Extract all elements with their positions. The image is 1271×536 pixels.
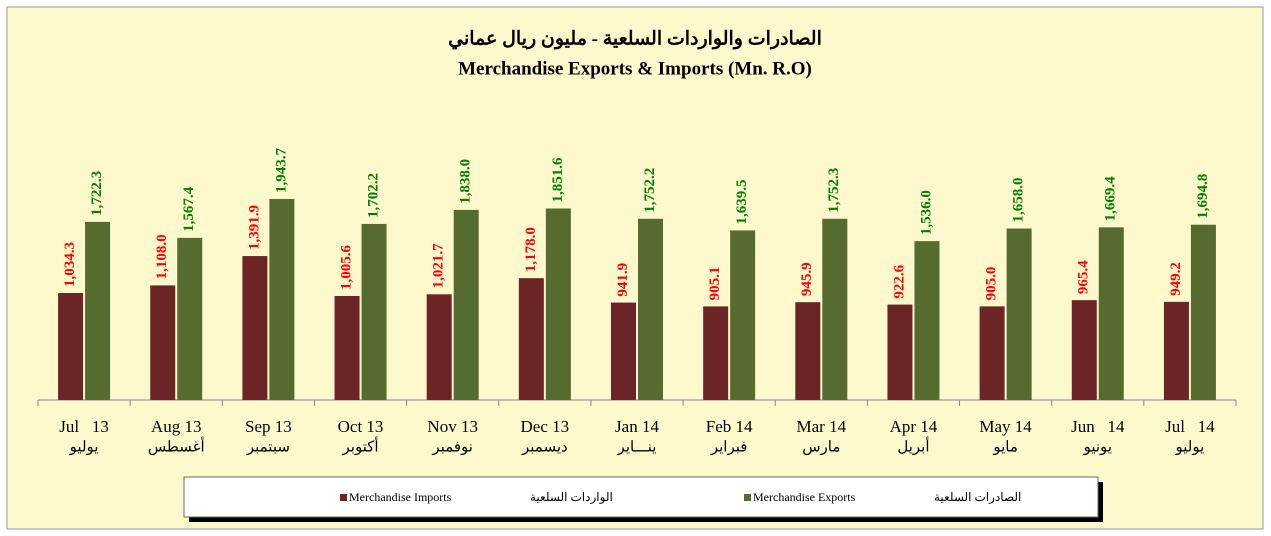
x-tick-label: Jul 13 bbox=[59, 417, 109, 436]
data-label: 1,639.5 bbox=[734, 179, 750, 224]
bar bbox=[334, 295, 360, 400]
x-tick-label-ar: أكتوبر bbox=[342, 436, 379, 455]
data-label: 1,658.0 bbox=[1011, 178, 1027, 223]
data-label: 922.6 bbox=[891, 264, 907, 298]
bar bbox=[887, 304, 913, 400]
x-tick-label: Feb 14 bbox=[706, 417, 753, 436]
bar bbox=[730, 230, 756, 400]
x-tick-label-ar: نوفمبر bbox=[431, 439, 473, 455]
bar bbox=[611, 302, 636, 400]
bar bbox=[177, 237, 203, 400]
legend bbox=[183, 476, 1099, 518]
bar bbox=[242, 256, 268, 400]
chart-background bbox=[6, 6, 1264, 530]
data-label: 1,752.2 bbox=[642, 168, 658, 213]
data-label: 1,702.2 bbox=[365, 173, 381, 218]
x-tick-label: Jul 14 bbox=[1165, 417, 1215, 436]
data-label: 1,694.8 bbox=[1195, 174, 1211, 219]
x-tick-label-ar: أبريل bbox=[897, 436, 929, 455]
data-label: 1,108.0 bbox=[154, 234, 170, 279]
bar bbox=[1071, 300, 1097, 400]
x-tick-label-ar: ينـــاير bbox=[617, 439, 657, 455]
data-label: 1,178.0 bbox=[523, 227, 539, 272]
x-tick-label-ar: يوليو bbox=[69, 439, 99, 455]
bar bbox=[1163, 301, 1189, 400]
bar bbox=[150, 285, 176, 400]
bar bbox=[638, 218, 663, 400]
bar bbox=[703, 306, 729, 400]
x-tick-label-ar: أغسطس bbox=[148, 436, 205, 455]
data-label: 1,943.7 bbox=[273, 147, 289, 193]
x-tick-label: Mar 14 bbox=[797, 417, 847, 436]
data-label: 1,851.6 bbox=[550, 157, 566, 203]
bar bbox=[453, 209, 479, 400]
bar bbox=[85, 221, 111, 400]
x-tick-label: Jun 14 bbox=[1071, 417, 1125, 436]
data-label: 905.1 bbox=[707, 267, 723, 301]
chart-title: الصادرات والواردات السلعية - مليون ريال … bbox=[448, 28, 822, 50]
x-tick-label: Dec 13 bbox=[521, 417, 570, 436]
bar bbox=[914, 241, 940, 400]
bar bbox=[58, 293, 84, 400]
x-tick-label: Aug 13 bbox=[151, 417, 202, 436]
bar bbox=[1006, 228, 1032, 400]
data-label: 1,034.3 bbox=[62, 242, 78, 287]
x-tick-label-ar: ديسمبر bbox=[521, 439, 568, 455]
bar bbox=[426, 294, 452, 400]
chart-subtitle: Merchandise Exports & Imports (Mn. R.O) bbox=[458, 58, 812, 79]
x-tick-label-ar: سبتمبر bbox=[246, 439, 290, 455]
legend-swatch bbox=[744, 494, 751, 501]
legend-label: Merchandise Exports bbox=[753, 490, 856, 504]
bar bbox=[545, 208, 571, 400]
bar bbox=[979, 306, 1005, 400]
data-label: 1,536.0 bbox=[918, 190, 934, 235]
x-tick-label: Oct 13 bbox=[338, 417, 384, 436]
legend-label-ar: الواردات السلعية bbox=[530, 490, 613, 504]
data-label: 949.2 bbox=[1168, 262, 1184, 296]
data-label: 1,567.4 bbox=[181, 186, 197, 232]
bar bbox=[822, 218, 848, 400]
x-tick-label: Apr 14 bbox=[890, 417, 938, 436]
data-label: 1,669.4 bbox=[1103, 176, 1119, 222]
bar bbox=[518, 278, 544, 400]
x-tick-label-ar: يونيو bbox=[1083, 439, 1112, 455]
x-tick-label-ar: مايو bbox=[992, 439, 1018, 455]
legend-label-ar: الصادرات السلعية bbox=[934, 490, 1021, 504]
bar bbox=[269, 198, 295, 400]
x-tick-label: Jan 14 bbox=[615, 417, 659, 436]
data-label: 1,752.3 bbox=[826, 168, 842, 213]
bar bbox=[1190, 224, 1216, 400]
data-label: 1,391.9 bbox=[246, 205, 262, 250]
x-tick-label-ar: فبراير bbox=[710, 439, 748, 455]
x-tick-label: May 14 bbox=[979, 417, 1032, 436]
bar bbox=[1098, 227, 1124, 400]
legend-label: Merchandise Imports bbox=[349, 490, 452, 504]
data-label: 1,021.7 bbox=[431, 243, 447, 289]
data-label: 1,005.6 bbox=[338, 244, 354, 290]
x-tick-label-ar: مارس bbox=[802, 439, 840, 455]
x-tick-label: Nov 13 bbox=[427, 417, 478, 436]
legend-swatch bbox=[340, 494, 347, 501]
data-label: 965.4 bbox=[1076, 260, 1092, 294]
data-label: 1,838.0 bbox=[458, 159, 474, 204]
x-tick-label-ar: يوليو bbox=[1175, 439, 1205, 455]
bar bbox=[795, 302, 821, 400]
data-label: 1,722.3 bbox=[89, 171, 105, 216]
x-tick-label: Sep 13 bbox=[245, 417, 292, 436]
data-label: 945.9 bbox=[799, 262, 815, 296]
data-label: 905.0 bbox=[984, 267, 1000, 301]
bar bbox=[361, 223, 387, 400]
data-label: 941.9 bbox=[615, 263, 631, 297]
